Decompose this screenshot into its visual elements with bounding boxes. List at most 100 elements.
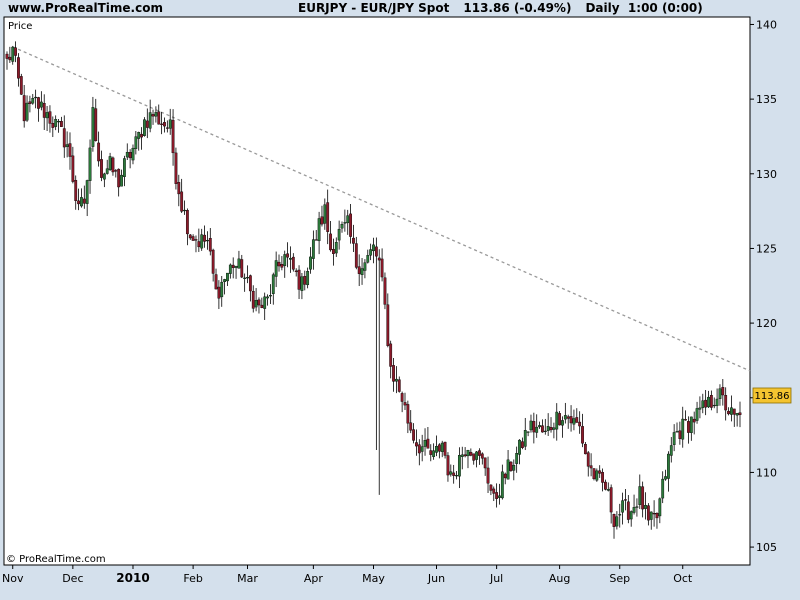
candle-body <box>412 429 415 441</box>
candle-body <box>646 505 650 521</box>
candle-body <box>618 514 622 516</box>
candle-body <box>446 455 450 476</box>
candle-body <box>323 204 327 224</box>
candle-body <box>669 445 673 456</box>
candle-body <box>134 136 138 149</box>
y-axis: 105110115120125130135140 <box>750 18 777 554</box>
candle-body <box>125 151 129 158</box>
candle-body <box>37 97 40 109</box>
copyright-label: © ProRealTime.com <box>6 554 106 565</box>
candle-body <box>629 511 633 520</box>
candle-body <box>71 155 75 182</box>
candle-body <box>518 439 521 455</box>
candle-body <box>506 459 510 480</box>
candle-body <box>97 142 101 162</box>
candle-body <box>541 425 544 433</box>
candle-body <box>549 427 553 431</box>
candle-body <box>168 119 172 129</box>
candles <box>5 41 742 539</box>
plot-area[interactable] <box>3 16 751 566</box>
candle-body <box>440 442 444 452</box>
candle-body <box>649 511 653 520</box>
candle-body <box>334 242 338 254</box>
candle-body <box>154 112 158 117</box>
candle-body <box>552 427 556 430</box>
y-tick-label: 130 <box>756 168 777 181</box>
candle-body <box>332 248 335 254</box>
symbol-title: EURJPY - EUR/JPY Spot <box>298 1 450 15</box>
candle-body <box>380 258 384 278</box>
candle-body <box>555 411 559 430</box>
candle-body <box>303 276 307 285</box>
header-info: EURJPY - EUR/JPY Spot 113.86 (-0.49%) Dail… <box>298 1 717 15</box>
candle-body <box>366 255 370 263</box>
candle-body <box>326 202 330 232</box>
candle-body <box>91 107 95 147</box>
candle-body <box>644 505 647 509</box>
candle-body <box>578 421 582 427</box>
candle-body <box>60 121 63 127</box>
candle-body <box>704 399 708 408</box>
candle-body <box>100 159 103 178</box>
candle-body <box>535 426 539 433</box>
candle-body <box>360 268 364 276</box>
candle-body <box>148 112 152 129</box>
candle-body <box>14 47 17 56</box>
candle-body <box>475 451 478 460</box>
candle-body <box>372 244 375 252</box>
candle-body <box>724 395 728 411</box>
y-tick-label: 105 <box>756 541 777 554</box>
candle-body <box>492 488 496 494</box>
candle-body <box>191 236 195 241</box>
candle-body <box>624 499 627 501</box>
candle-body <box>294 270 298 272</box>
candle-body <box>392 365 395 382</box>
candle-body <box>472 453 476 461</box>
candle-body <box>529 420 533 431</box>
candle-body <box>709 395 713 408</box>
candle-body <box>145 120 149 128</box>
candle-body <box>681 418 685 440</box>
candle-body <box>357 266 361 274</box>
candle-body <box>415 442 418 447</box>
candle-body <box>206 239 209 242</box>
candle-body <box>160 123 164 125</box>
candle-body <box>25 102 29 121</box>
candle-body <box>248 275 252 292</box>
candle-body <box>423 440 427 447</box>
candle-body <box>538 425 541 428</box>
candle-body <box>500 471 504 499</box>
candle-body <box>432 450 436 457</box>
site-name[interactable]: www.ProRealTime.com <box>8 1 163 15</box>
candle-body <box>200 234 204 249</box>
candle-body <box>561 420 564 426</box>
candle-body <box>194 239 198 241</box>
candle-body <box>695 408 699 421</box>
candle-body <box>214 274 218 290</box>
panel-label: Price <box>8 21 32 32</box>
candle-body <box>283 254 287 266</box>
candle-body <box>558 413 562 426</box>
candle-body <box>658 498 662 517</box>
period-label: Daily 1:00 (0:00) <box>585 1 703 15</box>
candle-body <box>609 487 613 513</box>
candle-body <box>231 264 235 268</box>
candle-body <box>111 157 115 173</box>
candle-body <box>5 53 9 59</box>
candle-body <box>352 237 355 244</box>
candle-body <box>532 421 536 433</box>
candle-body <box>606 489 610 491</box>
candle-body <box>80 197 83 207</box>
x-tick-label: Apr <box>304 572 324 585</box>
candle-body <box>417 444 421 454</box>
x-tick-label: Jul <box>489 572 503 585</box>
candle-body <box>463 454 467 457</box>
candle-body <box>443 441 447 456</box>
candle-body <box>140 133 143 138</box>
candle-body <box>455 475 458 477</box>
candle-body <box>151 114 155 117</box>
candle-body <box>383 277 387 305</box>
x-tick-label: Mar <box>237 572 258 585</box>
candle-body <box>598 470 602 474</box>
